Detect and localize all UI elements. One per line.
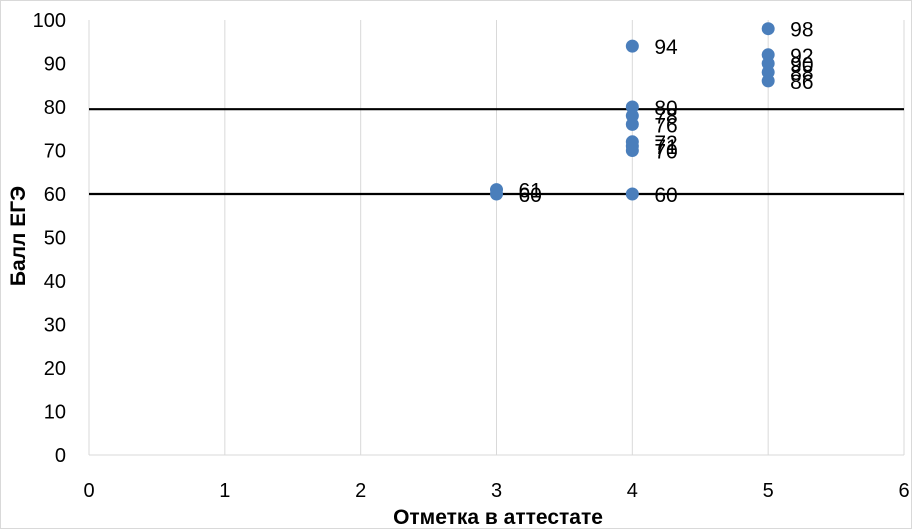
y-tick-label: 30	[44, 315, 66, 337]
data-label: 61	[519, 180, 542, 203]
data-point	[490, 187, 503, 201]
data-label: 88	[790, 62, 813, 85]
y-tick-label: 0	[55, 445, 66, 467]
data-point	[625, 117, 639, 131]
x-tick-label: 1	[219, 480, 230, 502]
data-label: 86	[790, 71, 813, 94]
data-point	[761, 22, 775, 36]
data-label: 98	[790, 19, 813, 42]
y-tick-label: 10	[44, 402, 66, 424]
data-label: 92	[790, 45, 813, 68]
data-label: 78	[654, 106, 677, 129]
data-label: 60	[519, 184, 542, 207]
x-tick-label: 2	[355, 480, 366, 502]
data-label: 60	[654, 184, 677, 207]
x-axis-title: Отметка в аттестате	[393, 506, 603, 529]
y-tick-label: 70	[44, 141, 66, 163]
y-axis-title: Балл ЕГЭ	[7, 186, 30, 286]
y-tick-label: 100	[33, 10, 66, 32]
data-point	[761, 74, 775, 88]
y-tick-label: 90	[44, 54, 66, 76]
x-tick-label: 3	[491, 480, 502, 502]
x-tick-label: 6	[898, 480, 909, 502]
y-tick-label: 50	[44, 228, 66, 250]
x-tick-label: 0	[83, 480, 94, 502]
data-point	[625, 187, 639, 201]
data-label: 76	[654, 114, 677, 137]
data-point	[625, 39, 639, 53]
y-tick-label: 80	[44, 97, 66, 119]
y-tick-label: 20	[44, 358, 66, 380]
data-label: 71	[654, 136, 677, 159]
data-point	[625, 144, 639, 157]
grid-layer	[88, 20, 905, 455]
data-label: 72	[654, 132, 677, 155]
data-label: 90	[790, 54, 813, 77]
x-tick-label: 4	[627, 480, 638, 502]
data-label: 94	[654, 36, 678, 59]
data-points	[490, 22, 775, 201]
data-label: 80	[654, 97, 677, 120]
x-tick-label: 5	[763, 480, 774, 502]
y-tick-label: 40	[44, 271, 66, 293]
y-tick-label: 60	[44, 184, 66, 206]
data-label: 70	[654, 141, 677, 164]
